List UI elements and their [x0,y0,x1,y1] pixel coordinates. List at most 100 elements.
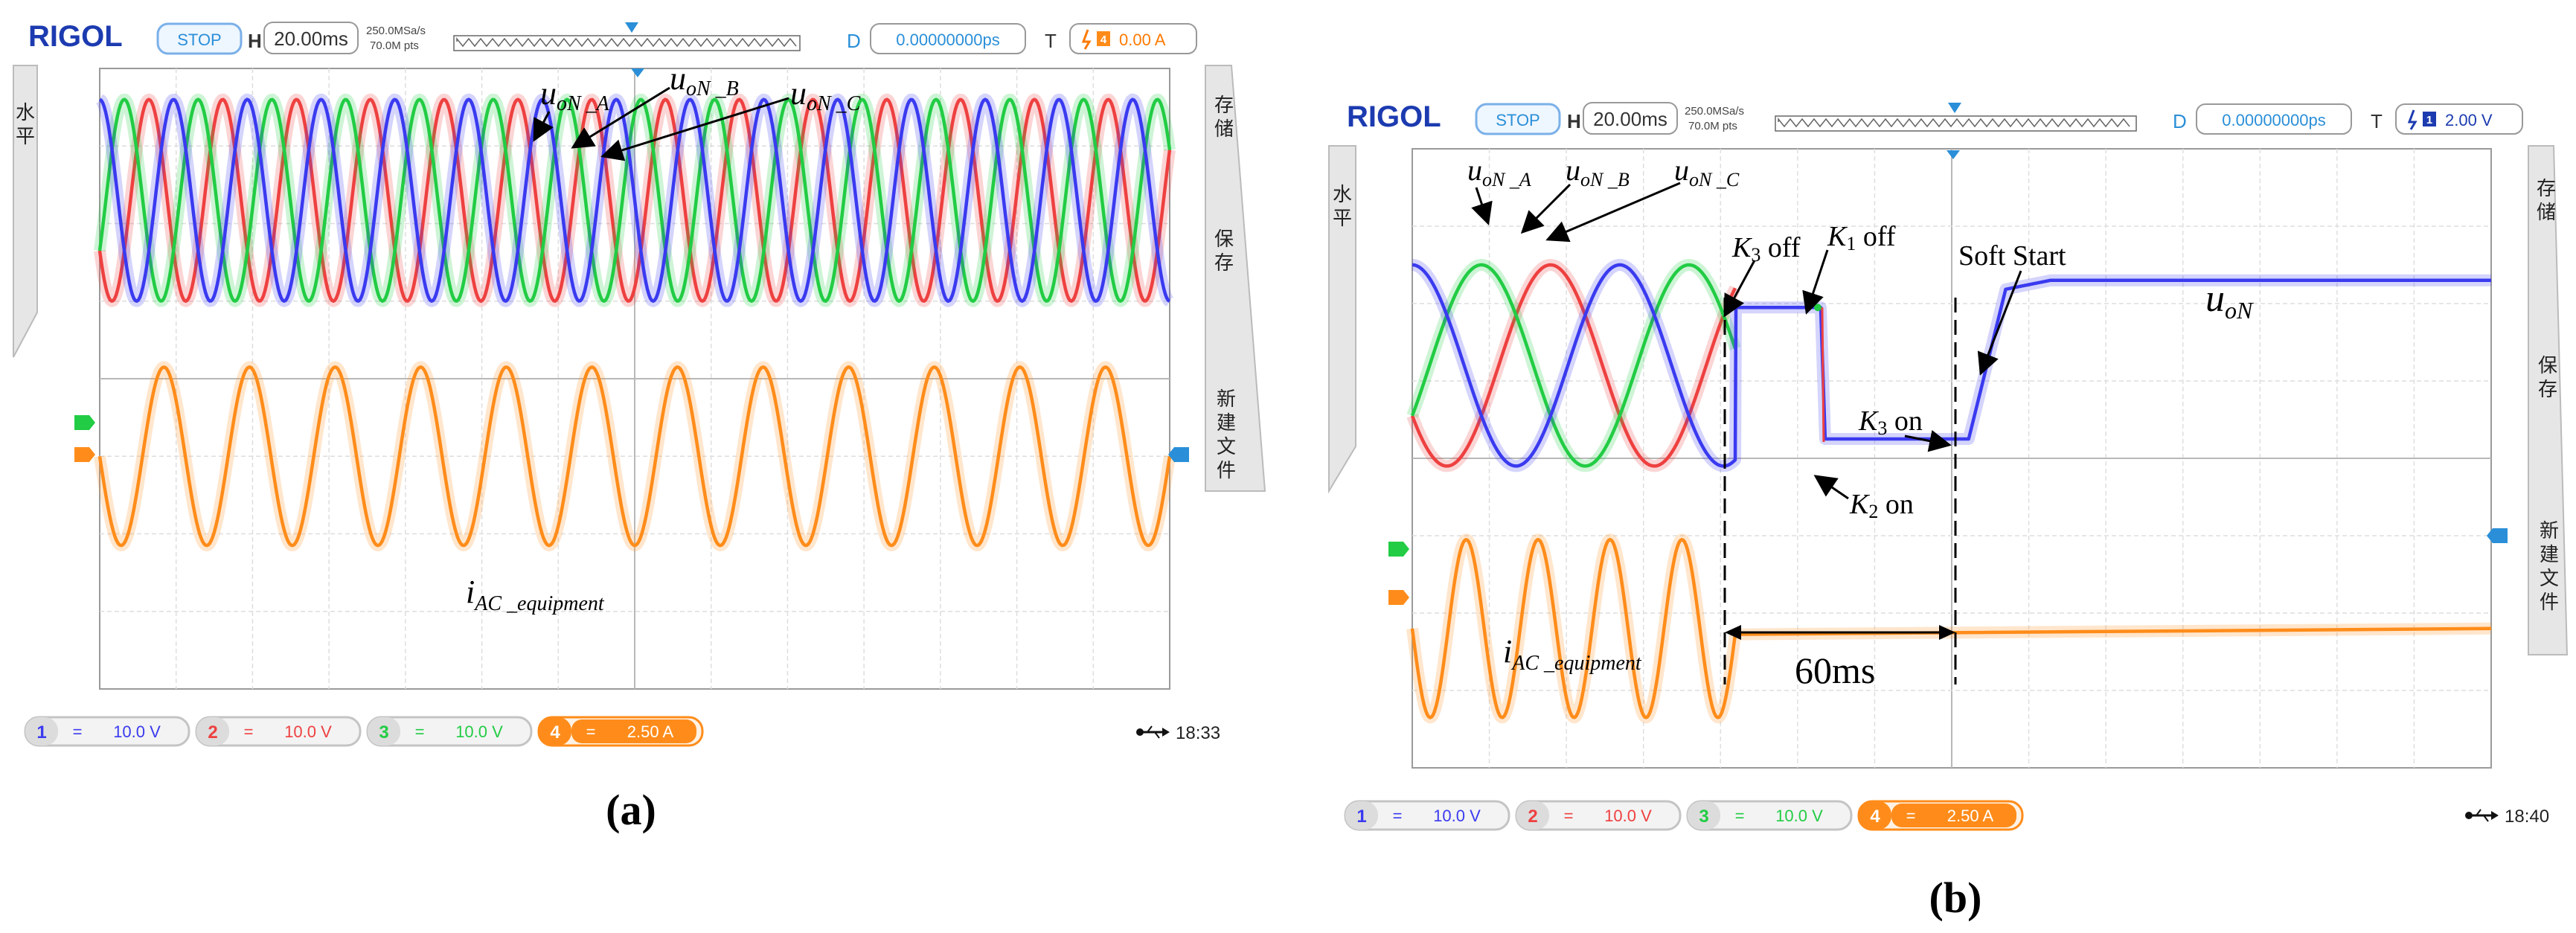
memory-bar [1775,115,2137,132]
arrow-uon-c [600,97,789,161]
channel-4-coupling-icon: = [1906,807,1916,825]
memory-bar-pattern [1778,117,2130,128]
panel-a: RIGOL STOP H 20.00ms 250.0MSa/s 70.0M pt… [13,20,1266,834]
channel-2-scale: 10.0 V [1604,807,1652,825]
channel-bar-a: 1 = 10.0 V 2 = 10.0 V 3 = 10.0 V 4 = 2.50 A [24,716,704,747]
right-tab-char-2: 储 [2537,202,2556,224]
right-tab-char-5: 新 [1217,388,1236,411]
arrow-uon-b [1520,183,1571,234]
arrow-uon-a [1471,187,1493,225]
channel-4-tab [539,717,571,746]
label-uon-b: uoN _B [670,60,739,100]
left-side-tab[interactable] [13,65,38,358]
right-tab-char-7: 文 [1217,436,1236,458]
memory-bar-pattern [456,36,797,48]
arrow-soft-start [1977,270,2022,376]
label-uon-c: uoN _C [1674,153,1740,190]
brand-logo: RIGOL [28,20,123,53]
clock-time: 18:40 [2505,807,2549,827]
ch3-ground-marker [74,415,95,430]
right-tab-char-6: 建 [2540,544,2559,566]
trigger-time-marker [1947,150,1960,159]
memory-depth: 70.0M pts [370,39,419,52]
ch2-trace [1410,263,1737,468]
label-uon-a: uoN _A [1467,153,1531,190]
sample-rate: 250.0MSa/s [366,25,426,37]
trigger-channel-badge [2423,112,2436,126]
channel-3-number: 3 [1699,807,1708,827]
arrow-uon-b [571,86,670,149]
channel-1-coupling-icon: = [73,722,83,741]
channel-1-scale: 10.0 V [113,722,161,741]
channel-3-tab [368,717,400,746]
clock-time: 18:33 [1176,723,1220,743]
ch3-transient [1813,304,1822,312]
left-side-tab[interactable] [1328,145,1356,494]
right-tab-char-4: 存 [1214,252,1234,275]
arrow-k3-off [1723,260,1756,318]
trigger-time-marker [631,68,644,77]
channel-4-highlight [571,719,696,743]
ch4-ground-marker [1388,590,1409,605]
channel-3-scale: 10.0 V [1775,807,1823,825]
trigger-level-marker [2487,528,2508,543]
right-tab-char-1: 存 [1214,94,1234,117]
run-state-label: STOP [1496,111,1540,129]
channel-3-scale: 10.0 V [455,722,503,741]
trigger-position-icon [1948,103,1961,113]
channel-1-scale: 10.0 V [1433,807,1481,825]
ch2-trace [97,97,1172,303]
right-tab-char-7: 文 [2540,568,2559,590]
run-state-label: STOP [177,31,222,49]
channel-4-scale: 2.50 A [1947,807,1994,825]
interval-arrow-left [1725,625,1741,640]
arrow-k3-on [1904,429,1952,452]
channel-1-number: 1 [36,722,46,743]
h-label: H [248,30,262,52]
left-tab-char-1: 水 [16,102,35,124]
trigger-channel-badge [1097,31,1110,46]
label-iac-equipment: iAC _equipment [1503,633,1642,675]
right-side-tab[interactable] [2528,145,2569,655]
run-state-badge[interactable] [156,22,243,55]
ch3-trace [97,97,1172,303]
channel-1-tab [25,717,58,746]
timebase-box[interactable] [263,22,359,54]
plot-area-b [1406,148,2492,769]
trigger-label: T [2371,110,2383,132]
label-soft-start: Soft Start [1958,240,2066,272]
ch1-trace [98,97,1171,303]
channel-3-tab [1688,801,1720,830]
channel-2-coupling-icon: = [244,722,254,741]
label-60ms: 60ms [1795,650,1875,691]
trigger-label: T [1045,30,1057,52]
usb-icon [1136,725,1170,739]
delay-box[interactable] [870,23,1026,54]
right-tab-char-8: 件 [2540,591,2559,614]
channel-2-scale: 10.0 V [284,722,332,741]
ch4-trace [97,365,1172,548]
ch1-trace [1412,263,2491,468]
right-tab-char-8: 件 [1217,460,1236,482]
arrow-uon-c [1545,182,1681,243]
right-side-tab[interactable] [1205,65,1266,492]
right-tab-char-6: 建 [1217,412,1236,435]
right-tab-char-5: 新 [2540,520,2559,542]
label-k3-on: K3 on [1858,405,1923,439]
delay-box[interactable] [2196,103,2352,135]
caption-a: (a) [606,786,656,834]
timebase-box[interactable] [1583,102,1678,135]
channel-2-coupling-icon: = [1564,807,1574,825]
delay-value: 0.00000000ps [896,31,999,49]
run-state-badge[interactable] [1475,103,1561,135]
label-iac-equipment: iAC _equipment [466,574,605,615]
ch2-transient [1821,307,1825,443]
trigger-channel: 4 [1100,33,1107,46]
label-k1-off: K1 off [1827,221,1896,254]
channel-4-tab [1859,801,1891,830]
channel-2-tab [196,717,229,746]
right-tab-char-1: 存 [2537,178,2556,200]
right-tab-char-2: 储 [1214,118,1234,141]
trigger-edge-icon [2407,109,2418,130]
channel-2-number: 2 [1528,807,1537,827]
